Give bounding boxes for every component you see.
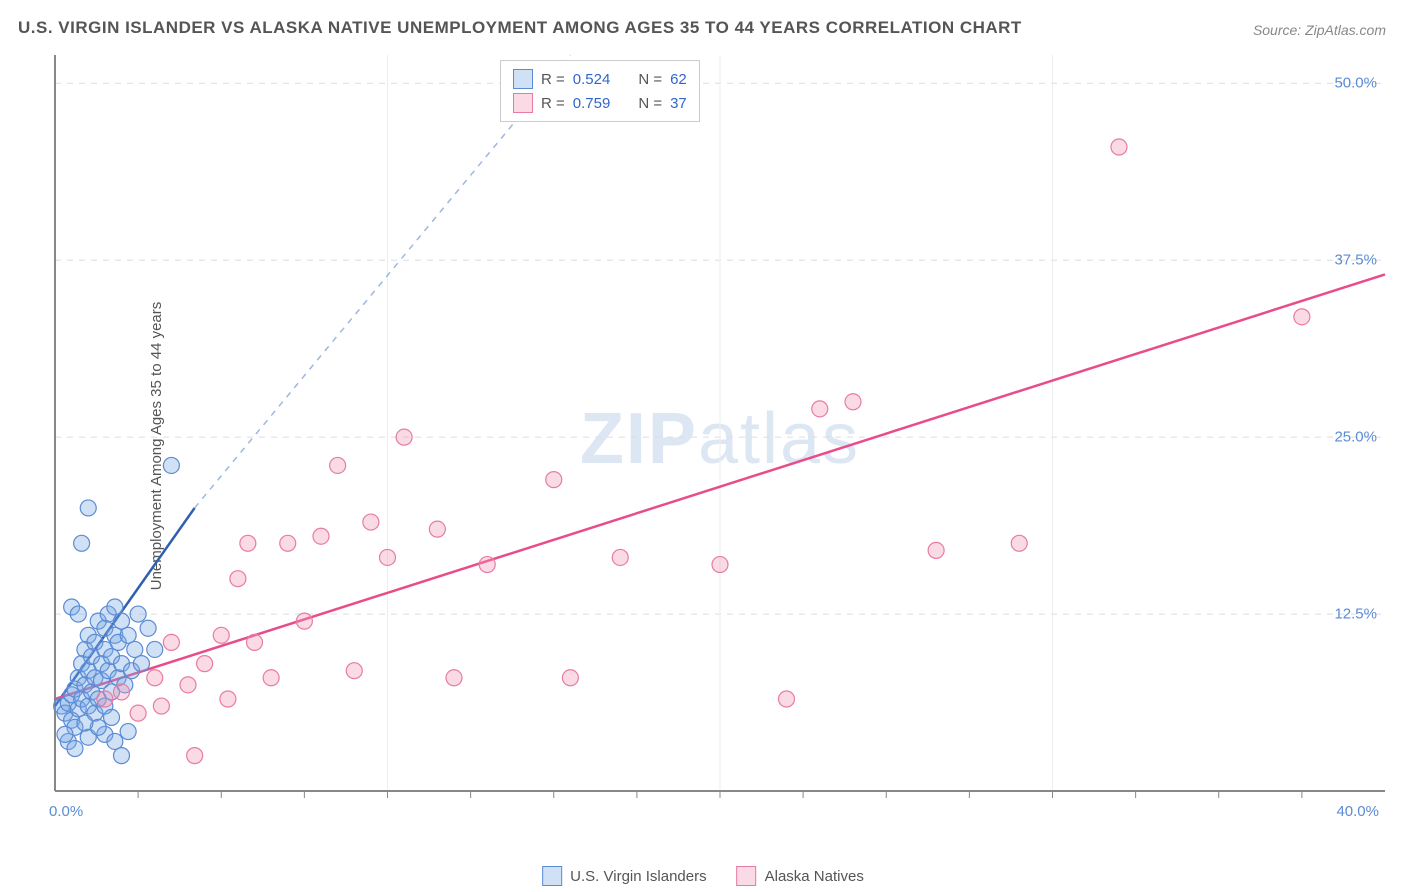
- correlation-legend-row: R = 0.759 N = 37: [513, 91, 687, 115]
- source-attribution: Source: ZipAtlas.com: [1253, 22, 1386, 38]
- y-tick-label: 37.5%: [1334, 252, 1377, 269]
- correlation-legend: R = 0.524 N = 62 R = 0.759 N = 37: [500, 60, 700, 122]
- n-value: 37: [670, 95, 687, 112]
- y-tick-label: 12.5%: [1334, 606, 1377, 623]
- r-value: 0.759: [573, 95, 611, 112]
- chart-title: U.S. VIRGIN ISLANDER VS ALASKA NATIVE UN…: [18, 18, 1022, 38]
- legend-swatch-icon: [513, 93, 533, 113]
- r-label: R =: [541, 71, 565, 88]
- x-tick-label-max: 40.0%: [1336, 803, 1379, 820]
- legend-label: U.S. Virgin Islanders: [570, 868, 706, 885]
- r-value: 0.524: [573, 71, 611, 88]
- n-label: N =: [638, 95, 662, 112]
- legend-item-virgin-islanders: U.S. Virgin Islanders: [542, 866, 706, 886]
- correlation-legend-row: R = 0.524 N = 62: [513, 67, 687, 91]
- plot-area: ZIPatlas R =0.524N =62R =0.759N =37 12.5…: [55, 55, 1385, 855]
- scatter-chart: [55, 55, 1385, 855]
- y-tick-label: 25.0%: [1334, 429, 1377, 446]
- n-value: 62: [670, 71, 687, 88]
- legend-swatch-icon: [513, 69, 533, 89]
- x-tick-label-min: 0.0%: [49, 803, 83, 820]
- series-legend: U.S. Virgin Islanders Alaska Natives: [542, 866, 864, 886]
- legend-swatch-icon: [542, 866, 562, 886]
- legend-item-alaska-natives: Alaska Natives: [737, 866, 864, 886]
- y-tick-label: 50.0%: [1334, 75, 1377, 92]
- legend-label: Alaska Natives: [765, 868, 864, 885]
- r-label: R =: [541, 95, 565, 112]
- legend-swatch-icon: [737, 866, 757, 886]
- n-label: N =: [638, 71, 662, 88]
